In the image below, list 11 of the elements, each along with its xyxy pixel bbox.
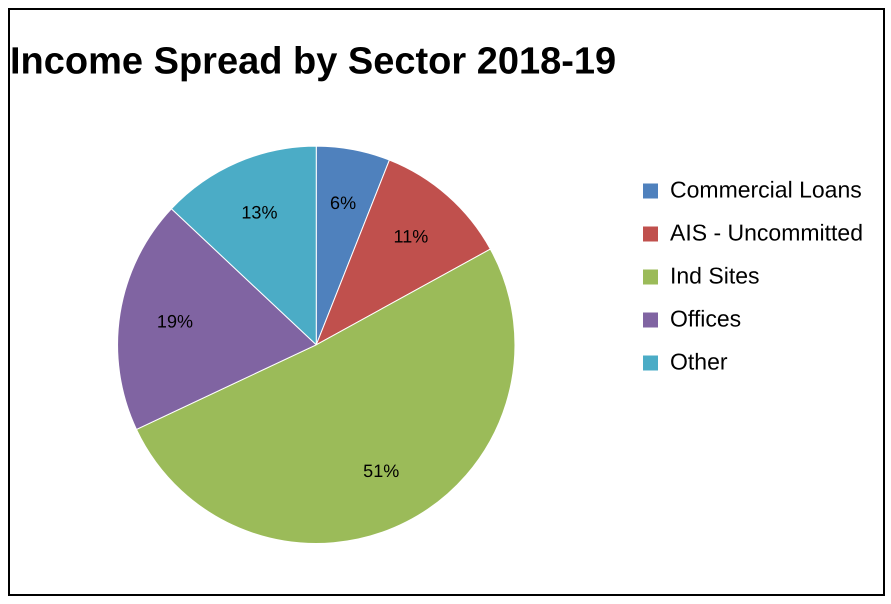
data-label: 6% bbox=[330, 193, 356, 214]
data-label: 11% bbox=[394, 226, 428, 246]
legend-label: Offices bbox=[670, 305, 742, 332]
legend-label: Ind Sites bbox=[670, 262, 760, 288]
legend-label: Other bbox=[670, 348, 728, 374]
data-label: 51% bbox=[363, 461, 400, 482]
chart-title: Income Spread by Sector 2018-19 bbox=[10, 40, 616, 82]
legend-label: Commercial Loans bbox=[670, 176, 862, 202]
legend-label: AIS - Uncommitted bbox=[670, 219, 864, 246]
data-label: 19% bbox=[156, 311, 193, 332]
data-label: 13% bbox=[241, 202, 278, 222]
